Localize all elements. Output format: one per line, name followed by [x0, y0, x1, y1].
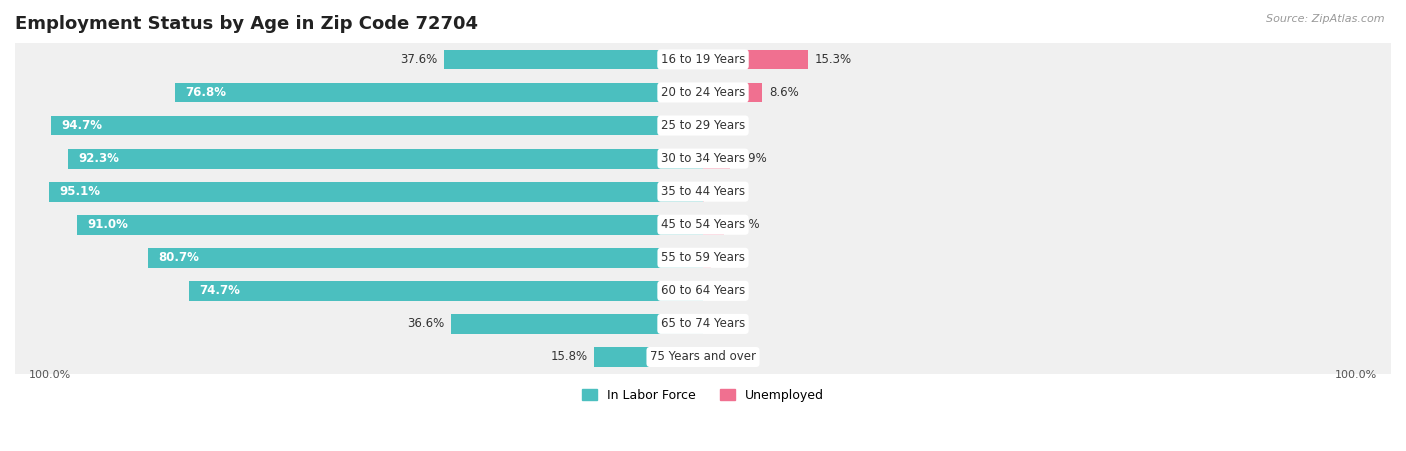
Text: 25 to 29 Years: 25 to 29 Years	[661, 119, 745, 132]
Text: 75 Years and over: 75 Years and over	[650, 350, 756, 364]
FancyBboxPatch shape	[11, 192, 1395, 258]
Bar	[703, 83, 762, 102]
Bar	[703, 115, 707, 135]
FancyBboxPatch shape	[11, 324, 1395, 390]
Bar	[451, 314, 703, 334]
Text: 16 to 19 Years: 16 to 19 Years	[661, 53, 745, 66]
Text: 0.0%: 0.0%	[710, 285, 740, 297]
Text: 0.0%: 0.0%	[710, 350, 740, 364]
Text: 35 to 44 Years: 35 to 44 Years	[661, 185, 745, 198]
Bar	[52, 115, 703, 135]
Bar	[703, 50, 808, 69]
Text: Employment Status by Age in Zip Code 72704: Employment Status by Age in Zip Code 727…	[15, 15, 478, 33]
Text: 8.6%: 8.6%	[769, 86, 799, 99]
Text: 37.6%: 37.6%	[401, 53, 437, 66]
Text: 30 to 34 Years: 30 to 34 Years	[661, 152, 745, 165]
FancyBboxPatch shape	[11, 225, 1395, 291]
FancyBboxPatch shape	[11, 159, 1395, 225]
FancyBboxPatch shape	[11, 60, 1395, 125]
Text: 0.2%: 0.2%	[711, 185, 741, 198]
FancyBboxPatch shape	[11, 92, 1395, 159]
Text: 65 to 74 Years: 65 to 74 Years	[661, 318, 745, 331]
Text: 76.8%: 76.8%	[186, 86, 226, 99]
Text: 92.3%: 92.3%	[79, 152, 120, 165]
Bar	[174, 83, 703, 102]
Text: 3.9%: 3.9%	[737, 152, 766, 165]
Bar	[77, 215, 703, 235]
FancyBboxPatch shape	[11, 125, 1395, 192]
Bar	[703, 248, 711, 268]
Bar	[148, 248, 703, 268]
Text: 91.0%: 91.0%	[87, 218, 128, 231]
Text: 100.0%: 100.0%	[28, 370, 72, 380]
FancyBboxPatch shape	[11, 258, 1395, 324]
Bar	[49, 182, 703, 202]
Text: 20 to 24 Years: 20 to 24 Years	[661, 86, 745, 99]
Bar	[188, 281, 703, 301]
Text: 80.7%: 80.7%	[157, 251, 200, 264]
Text: Source: ZipAtlas.com: Source: ZipAtlas.com	[1267, 14, 1385, 23]
Text: 45 to 54 Years: 45 to 54 Years	[661, 218, 745, 231]
Text: 95.1%: 95.1%	[59, 185, 100, 198]
Text: 60 to 64 Years: 60 to 64 Years	[661, 285, 745, 297]
Text: 74.7%: 74.7%	[200, 285, 240, 297]
Text: 100.0%: 100.0%	[1334, 370, 1378, 380]
Text: 15.3%: 15.3%	[815, 53, 852, 66]
Text: 15.8%: 15.8%	[550, 350, 588, 364]
Legend: In Labor Force, Unemployed: In Labor Force, Unemployed	[576, 384, 830, 407]
Text: 1.2%: 1.2%	[718, 251, 748, 264]
FancyBboxPatch shape	[11, 26, 1395, 92]
Text: 55 to 59 Years: 55 to 59 Years	[661, 251, 745, 264]
FancyBboxPatch shape	[11, 291, 1395, 357]
Bar	[703, 149, 730, 169]
Bar	[595, 347, 703, 367]
Bar	[67, 149, 703, 169]
Bar	[703, 215, 724, 235]
Text: 36.6%: 36.6%	[408, 318, 444, 331]
Text: 3.0%: 3.0%	[731, 218, 761, 231]
Bar	[444, 50, 703, 69]
Text: 0.0%: 0.0%	[710, 318, 740, 331]
Text: 0.7%: 0.7%	[714, 119, 744, 132]
Text: 94.7%: 94.7%	[62, 119, 103, 132]
